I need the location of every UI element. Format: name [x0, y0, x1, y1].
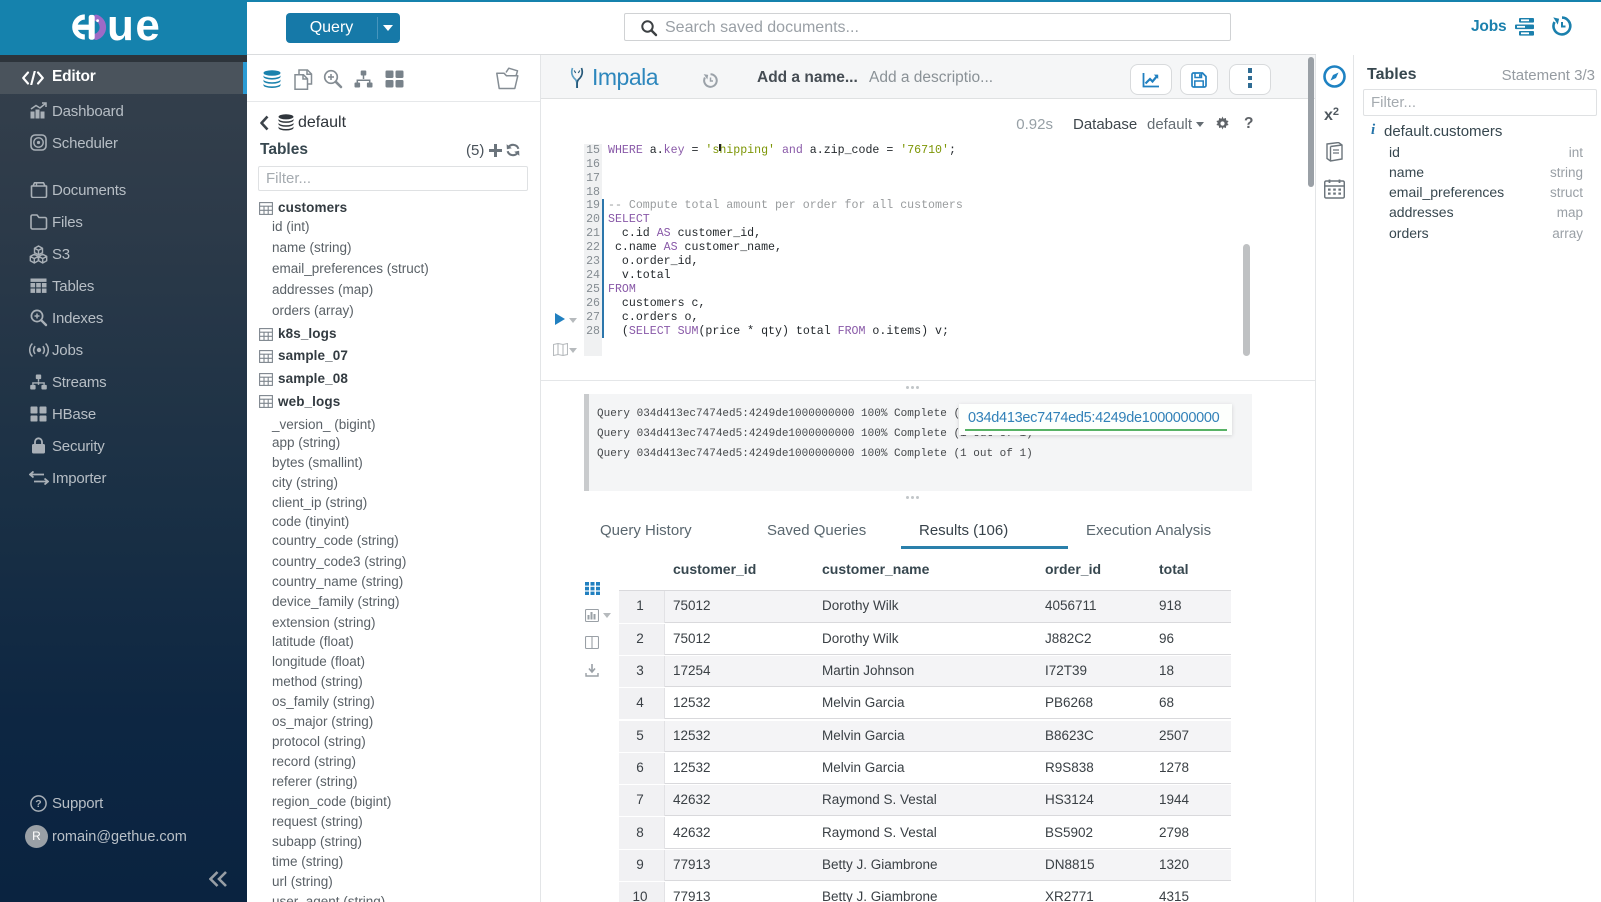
svg-text:ue: ue — [107, 12, 161, 44]
svg-text:?: ? — [35, 798, 41, 810]
